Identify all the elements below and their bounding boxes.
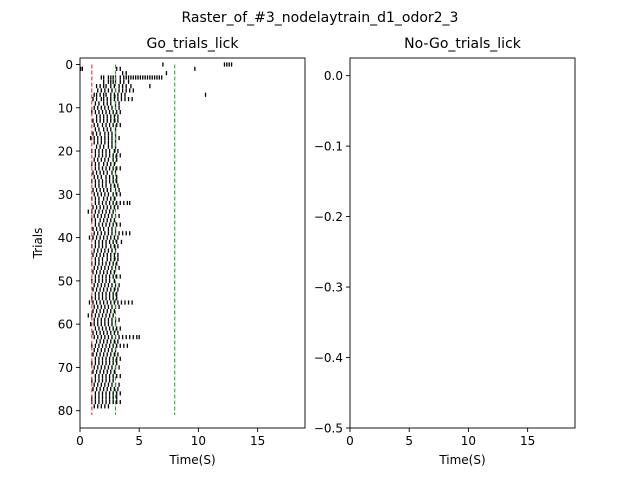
axes-frame [349, 57, 576, 429]
y-tick-label: 80 [58, 404, 73, 418]
y-tick-label: −0.2 [314, 210, 343, 224]
y-tick-label: 0 [65, 58, 73, 72]
axes-frame [79, 57, 306, 429]
raster-ticks [79, 62, 233, 409]
y-tick-label: 60 [58, 318, 73, 332]
subplot-title: Go_trials_lick [147, 36, 240, 52]
y-axis-label: Trials [31, 228, 45, 260]
y-tick-label: 30 [58, 188, 73, 202]
subplots: 0 5 10 1501020304050607080Go_trials_lickTim… [31, 36, 576, 467]
subplot-2: 0 5 10 15 0.0 −0.1 −0.2 −0.3 −0.4 −0.5 No-Go_trial… [314, 36, 576, 467]
x-tick-label: 10 [191, 434, 206, 448]
x-tick-label: 5 [405, 434, 413, 448]
y-tick-label: 20 [58, 145, 73, 159]
x-tick-label: 5 [135, 434, 143, 448]
y-tick-label: 0.0 [324, 69, 343, 83]
figure-suptitle: Raster_of_#3_nodelaytrain_d1_odor2_3 [182, 10, 459, 26]
x-tick-label: 0 [346, 434, 354, 448]
x-axis-label: Time(S) [168, 453, 215, 467]
x-tick-label: 10 [461, 434, 476, 448]
x-tick-label: 15 [520, 434, 535, 448]
subplot-title: No-Go_trials_lick [404, 36, 522, 52]
subplot-1: 0 5 10 15 0 10 20 30 40 50 60 70 80 Go_trials_lick Tim… [31, 36, 306, 467]
y-tick-label: 40 [58, 231, 73, 245]
y-tick-label: −0.5 [314, 422, 343, 436]
x-axis-label: Time(S) [438, 453, 485, 467]
y-tick-label: −0.3 [314, 281, 343, 295]
y-tick-label: 10 [58, 101, 73, 115]
y-tick-label: 70 [58, 361, 73, 375]
x-tick-label: 15 [250, 434, 265, 448]
y-tick-label: −0.4 [314, 351, 343, 365]
y-tick-label: −0.1 [314, 140, 343, 154]
x-tick-label: 0 [76, 434, 84, 448]
y-tick-label: 50 [58, 274, 73, 288]
